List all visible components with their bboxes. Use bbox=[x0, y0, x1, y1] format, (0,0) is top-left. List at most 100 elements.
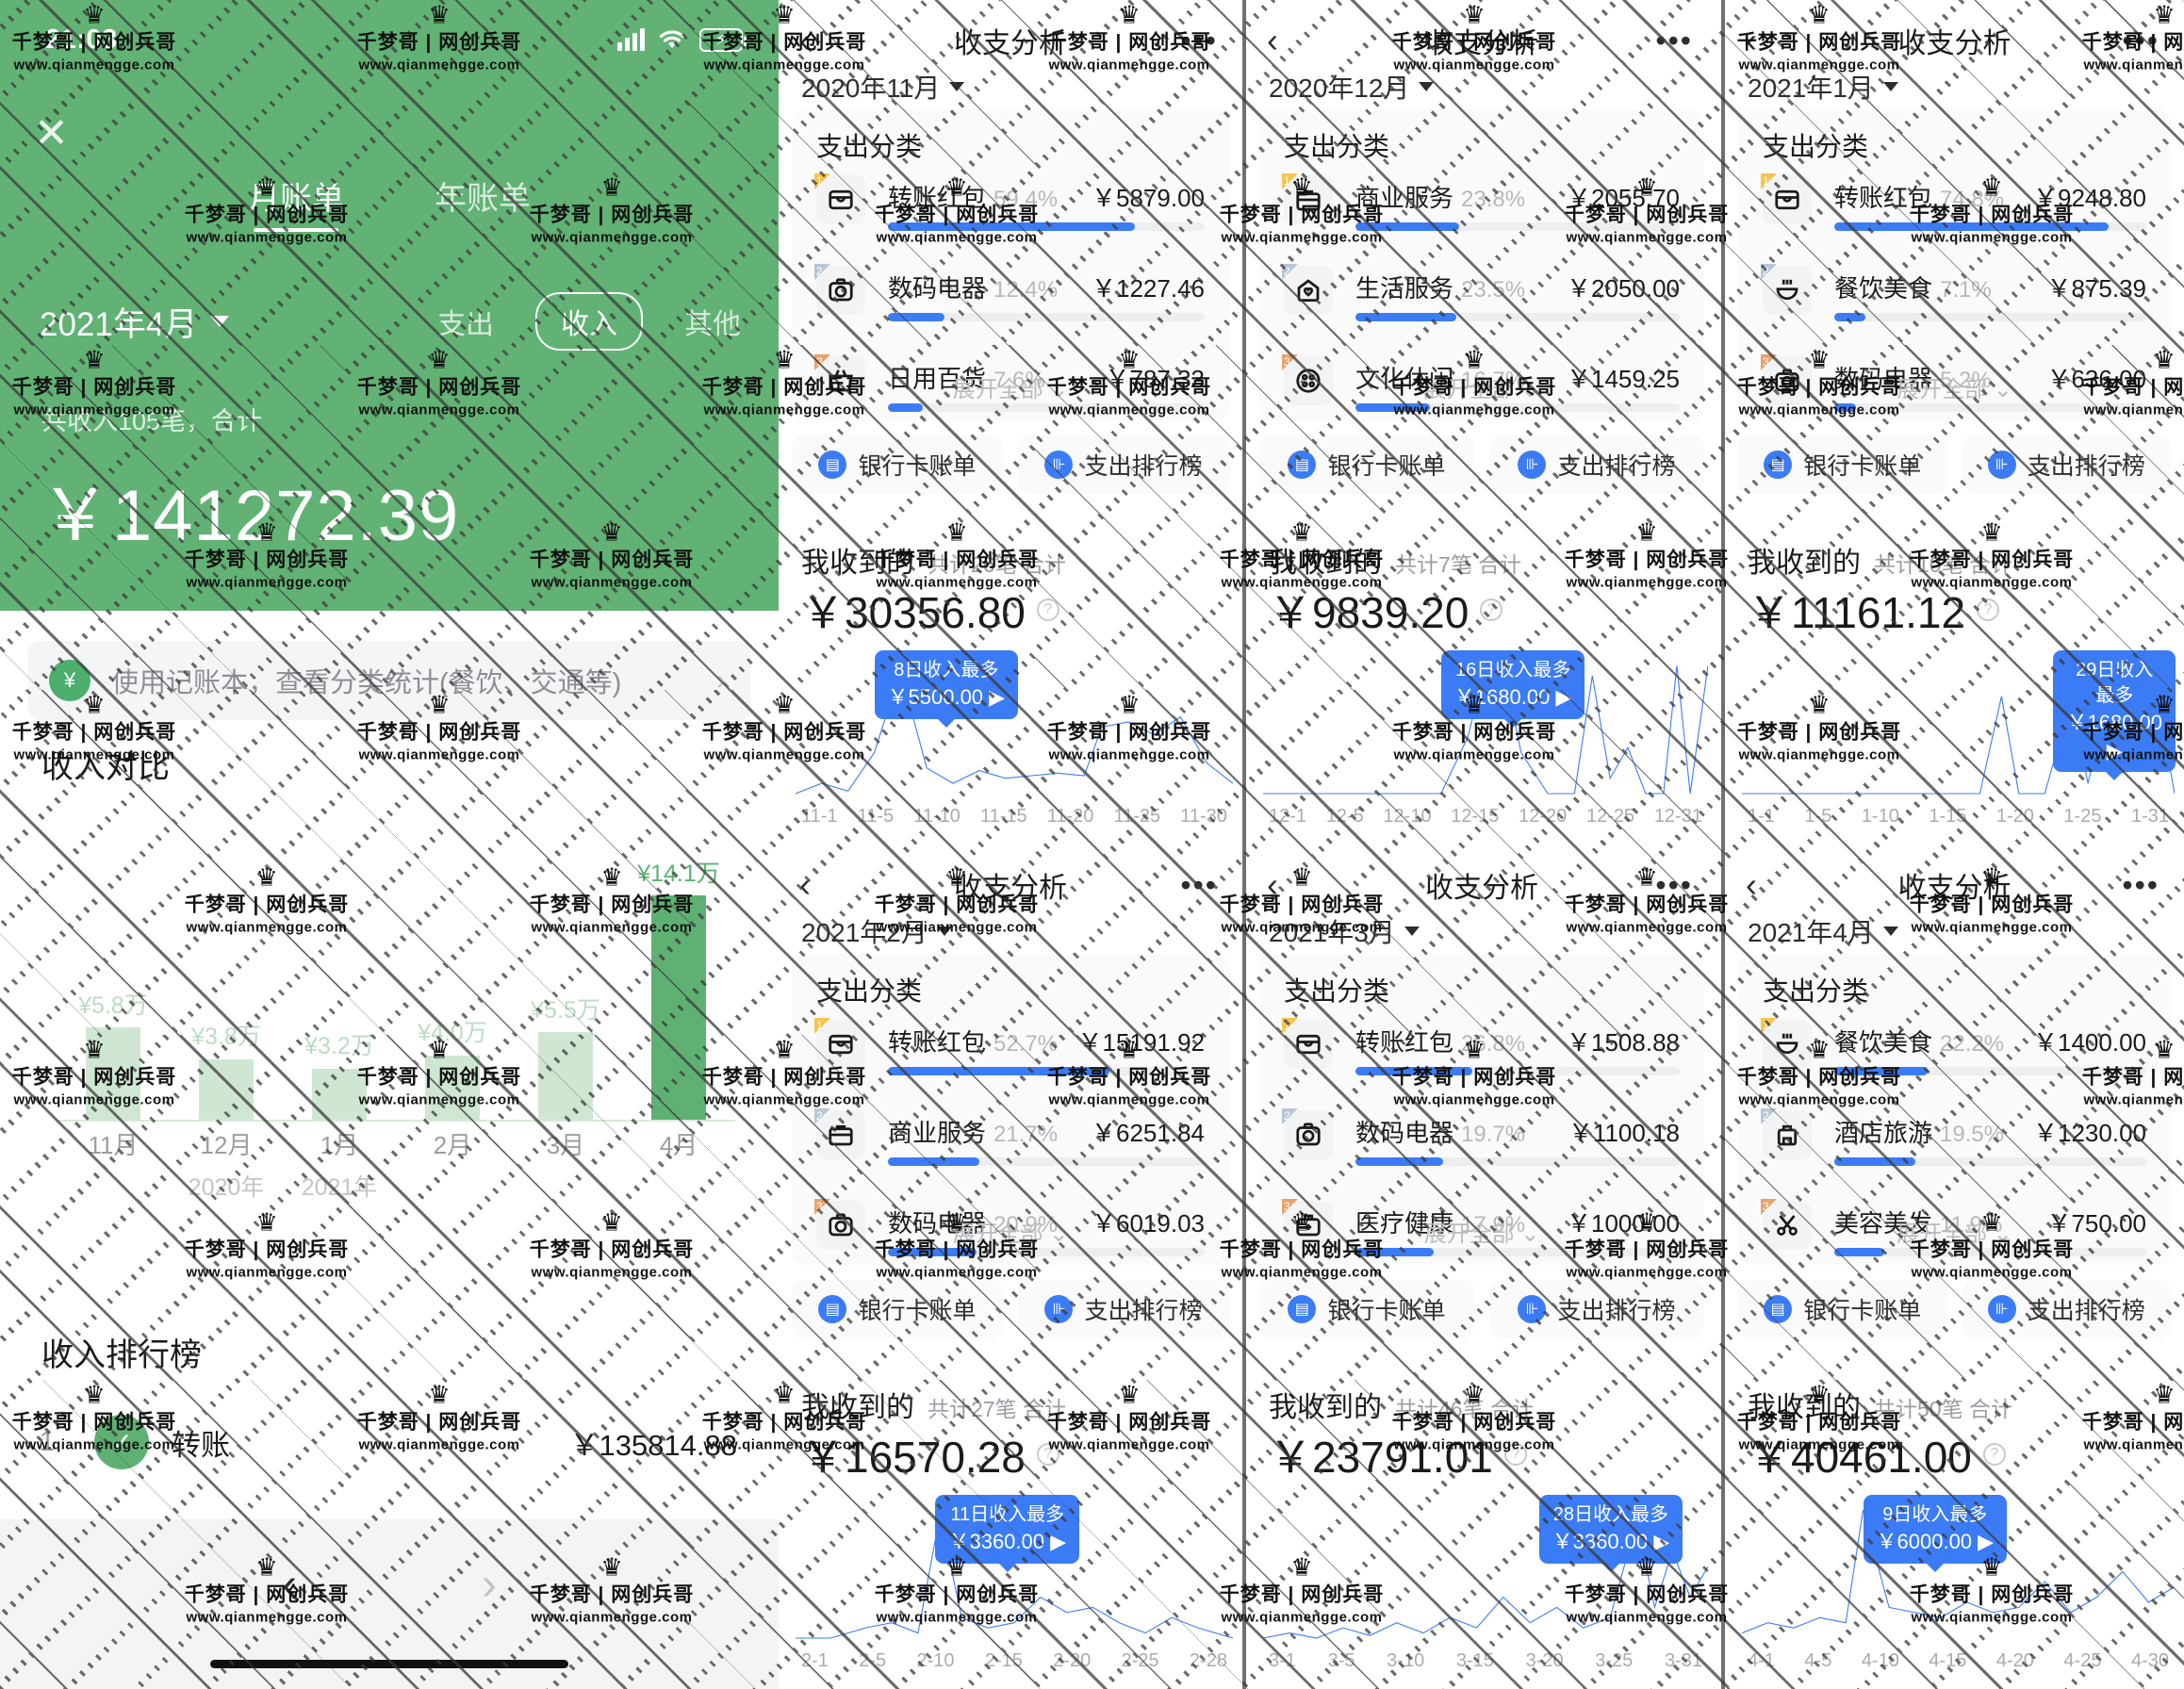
panel-month-selector[interactable]: 2021年3月 bbox=[1269, 912, 1420, 950]
expense-rank-button[interactable]: ⊪ 支出排行榜 bbox=[1018, 435, 1229, 494]
expense-category-row[interactable]: 2 数码电器 19.7% ￥1100.18 bbox=[1282, 1107, 1680, 1188]
segment-income[interactable]: 收入 bbox=[535, 292, 643, 351]
panel-month-label: 2020年11月 bbox=[801, 74, 941, 103]
bank-card-bill-button[interactable]: ▤ 银行卡账单 bbox=[792, 435, 1003, 494]
expense-rank-button[interactable]: ⊪ 支出排行榜 bbox=[1962, 435, 2171, 494]
received-title: 我收到的 共计26笔 合计 bbox=[801, 548, 1066, 579]
bar-value-label: ¥4.0万 bbox=[418, 1020, 487, 1046]
expense-category-row[interactable]: 2 生活服务 23.5% ￥2050.00 bbox=[1282, 262, 1680, 343]
category-bar-track bbox=[1355, 222, 1680, 231]
segment-expense[interactable]: 支出 bbox=[437, 309, 494, 340]
more-dots-icon[interactable]: ••• bbox=[2122, 868, 2159, 902]
expense-rank-label: 支出排行榜 bbox=[1084, 453, 1203, 480]
expand-all-link[interactable]: 展开全部 ⌄ bbox=[952, 377, 1069, 402]
panel-title: 收支分析 bbox=[954, 28, 1067, 59]
panel-month-selector[interactable]: 2020年11月 bbox=[801, 68, 965, 106]
max-day-tooltip[interactable]: 11日收入最多 ￥3360.00 ▶ bbox=[935, 1495, 1080, 1564]
bar-value-label: ¥3.8万 bbox=[191, 1024, 261, 1050]
bank-card-bill-label: 银行卡账单 bbox=[1327, 453, 1446, 480]
expense-category-row[interactable]: 1 餐饮美食 22.2% ￥1400.00 bbox=[1761, 1016, 2146, 1097]
max-day-tooltip[interactable]: 9日收入最多 ￥6000.00 ▶ bbox=[1863, 1495, 2008, 1564]
transfer-icon: ✓ bbox=[94, 1415, 149, 1469]
bank-card-bill-label: 银行卡账单 bbox=[858, 1298, 977, 1324]
expand-all-link[interactable]: 展开全部 ⌄ bbox=[1897, 377, 2012, 402]
help-icon[interactable]: ? bbox=[1036, 599, 1059, 621]
help-icon[interactable]: ? bbox=[1503, 1443, 1527, 1466]
line-x-tick: 1-20 bbox=[1995, 806, 2034, 827]
expense-category-row[interactable]: 2 商业服务 21.7% ￥6251.84 bbox=[814, 1107, 1205, 1188]
rank-row[interactable]: 1 ✓ 转账 ￥135814.88 bbox=[0, 1386, 779, 1499]
panel-month-selector[interactable]: 2020年12月 bbox=[1269, 68, 1435, 106]
back-chevron-icon[interactable]: ‹ bbox=[1746, 21, 1757, 59]
back-chevron-icon[interactable]: ‹ bbox=[1267, 865, 1278, 904]
more-dots-icon[interactable]: ••• bbox=[1180, 24, 1218, 57]
max-day-tooltip[interactable]: 16日收入最多 ￥1680.00 ▶ bbox=[1440, 650, 1585, 719]
back-chevron-icon[interactable]: ‹ bbox=[1746, 865, 1757, 904]
expense-rank-button[interactable]: ⊪ 支出排行榜 bbox=[1489, 435, 1704, 494]
line-x-tick: 4-25 bbox=[2063, 1650, 2102, 1671]
back-chevron-icon[interactable]: ‹ bbox=[1267, 21, 1278, 59]
back-chevron-icon[interactable]: ‹ bbox=[799, 865, 811, 904]
category-name: 商业服务 23.8% bbox=[1355, 184, 1526, 212]
expense-category-row[interactable]: 1 商业服务 23.8% ￥2055.70 bbox=[1282, 172, 1680, 253]
panel-action-buttons: ▤ 银行卡账单 ⊪ 支出排行榜 bbox=[1738, 435, 2171, 494]
tab-monthly-bill[interactable]: 月账单 bbox=[248, 172, 344, 232]
expense-category-row[interactable]: 1 转账红包 59.4% ￥5879.00 bbox=[814, 172, 1205, 253]
expense-category-row[interactable]: 1 转账红包 52.7% ￥15191.92 bbox=[814, 1016, 1205, 1097]
help-icon[interactable]: ? bbox=[1982, 1443, 2006, 1466]
ledger-tip-banner[interactable]: ¥ 使用记账本，查看分类统计(餐饮、交通等) › bbox=[28, 641, 750, 720]
bank-card-bill-button[interactable]: ▤ 银行卡账单 bbox=[1259, 435, 1474, 494]
bank-card-bill-button[interactable]: ▤ 银行卡账单 bbox=[1738, 1280, 1947, 1338]
max-day-tooltip[interactable]: 8日收入最多 ￥5500.00 ▶ bbox=[874, 650, 1019, 719]
line-x-tick: 12-5 bbox=[1325, 806, 1364, 827]
more-dots-icon[interactable]: ••• bbox=[1180, 868, 1218, 902]
expense-rank-button[interactable]: ⊪ 支出排行榜 bbox=[1489, 1280, 1704, 1338]
bar bbox=[312, 1069, 367, 1120]
close-icon[interactable]: ✕ bbox=[34, 110, 69, 156]
panel-title: 收支分析 bbox=[1897, 28, 2012, 59]
expense-rank-button[interactable]: ⊪ 支出排行榜 bbox=[1962, 1280, 2171, 1338]
help-icon[interactable]: ? bbox=[1977, 599, 2000, 621]
chevron-down-icon bbox=[1419, 82, 1435, 91]
segment-other[interactable]: 其他 bbox=[684, 309, 741, 340]
expense-category-row[interactable]: 2 餐饮美食 7.1% ￥875.39 bbox=[1761, 262, 2146, 343]
next-month-button[interactable]: › bbox=[482, 1560, 497, 1610]
expand-all-link[interactable]: 展开全部 ⌄ bbox=[1897, 1222, 2012, 1247]
category-name: 转账红包 26.8% bbox=[1355, 1028, 1526, 1057]
month-selector[interactable]: 2021年4月 bbox=[40, 298, 230, 346]
expense-category-row[interactable]: 1 转账红包 26.8% ￥1508.88 bbox=[1282, 1016, 1680, 1097]
max-day-tooltip[interactable]: 28日收入最多 ￥3360.00 ▶ bbox=[1538, 1495, 1683, 1564]
bank-card-bill-button[interactable]: ▤ 银行卡账单 bbox=[1259, 1280, 1474, 1338]
expense-rank-button[interactable]: ⊪ 支出排行榜 bbox=[1018, 1280, 1229, 1338]
income-compare-title: 收入对比 bbox=[41, 749, 170, 785]
more-dots-icon[interactable]: ••• bbox=[2122, 24, 2159, 57]
chevron-right-icon: › bbox=[716, 664, 726, 696]
bank-card-bill-button[interactable]: ▤ 银行卡账单 bbox=[1738, 435, 1947, 494]
help-icon[interactable]: ? bbox=[1480, 599, 1503, 621]
help-icon[interactable]: ? bbox=[1036, 1443, 1059, 1466]
back-chevron-icon[interactable]: ‹ bbox=[799, 21, 811, 59]
more-dots-icon[interactable]: ••• bbox=[1655, 868, 1693, 902]
category-name: 商业服务 21.7% bbox=[888, 1119, 1059, 1147]
expand-all-link[interactable]: 展开全部 ⌄ bbox=[1423, 1222, 1540, 1247]
line-x-tick: 2-10 bbox=[916, 1650, 955, 1671]
category-amount: ￥875.39 bbox=[2046, 274, 2146, 303]
expense-category-row[interactable]: 2 酒店旅游 19.5% ￥1230.00 bbox=[1761, 1107, 2146, 1188]
expand-all-link[interactable]: 展开全部 ⌄ bbox=[952, 1222, 1069, 1247]
bank-card-bill-button[interactable]: ▤ 银行卡账单 bbox=[792, 1280, 1003, 1338]
panel-month-selector[interactable]: 2021年2月 bbox=[801, 912, 952, 950]
panel-month-selector[interactable]: 2021年1月 bbox=[1748, 68, 1898, 106]
expand-all-link[interactable]: 展开全部 ⌄ bbox=[1423, 377, 1540, 402]
max-day-tooltip[interactable]: 29日收入最多 ￥1680.00 ▶ bbox=[2053, 650, 2176, 773]
expense-category-row[interactable]: 2 数码电器 12.4% ￥1227.46 bbox=[814, 262, 1205, 343]
bar-column-highlighted: ¥14.1万 bbox=[622, 861, 735, 1120]
prev-month-button[interactable]: ‹ bbox=[282, 1560, 297, 1610]
tab-yearly-bill[interactable]: 年账单 bbox=[435, 181, 531, 217]
more-dots-icon[interactable]: ••• bbox=[1655, 24, 1693, 57]
status-bar: 21:03 ⚡ bbox=[0, 21, 779, 58]
panel-month-selector[interactable]: 2021年4月 bbox=[1748, 912, 1898, 950]
expense-category-row[interactable]: 1 转账红包 74.8% ￥9248.80 bbox=[1761, 172, 2146, 253]
received-title: 我收到的 共计50笔 合计 bbox=[1748, 1392, 2012, 1423]
category-amount: ￥1100.18 bbox=[1568, 1119, 1680, 1147]
line-x-tick: 2-25 bbox=[1121, 1650, 1159, 1671]
